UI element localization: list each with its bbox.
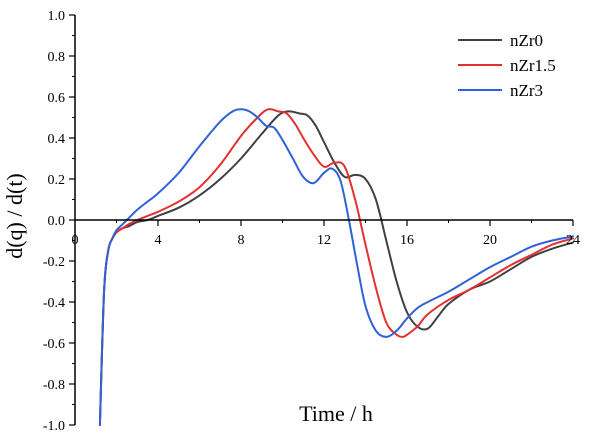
y-tick-label: -0.4: [43, 296, 65, 311]
y-tick-label: 1.0: [48, 9, 66, 24]
y-tick-label: 0.6: [48, 91, 66, 106]
x-tick-label: 16: [400, 233, 414, 248]
x-tick-label: 20: [483, 233, 497, 248]
legend-label: nZr0: [510, 31, 543, 50]
y-axis-title: d(q) / d(t): [2, 173, 27, 259]
y-tick-label: -0.8: [43, 378, 65, 393]
y-tick-label: -0.2: [43, 255, 65, 270]
x-tick-label: 4: [155, 233, 162, 248]
series-line-nzr3: [98, 108, 574, 426]
axes-layer: 1.0 0.8 0.6 0.4 0.2 0.0 -0.2 -0.4 -0.6 -0.8 -1.0 0 4…: [43, 9, 580, 434]
x-tick-label: 12: [317, 233, 331, 248]
x-tick-label: 0: [72, 233, 79, 248]
y-tick-label: 0.2: [48, 173, 66, 188]
legend-label: nZr1.5: [510, 56, 556, 75]
y-tick-label: -0.6: [43, 337, 65, 352]
y-tick-label: 0.0: [48, 214, 66, 229]
legend: nZr0 nZr1.5 nZr3: [458, 31, 556, 100]
x-axis-title: Time / h: [299, 401, 373, 426]
y-tick-label: -1.0: [43, 419, 65, 434]
series-line-nzr0: [98, 110, 574, 426]
x-tick-label: 24: [566, 233, 580, 248]
x-tick-label: 8: [238, 233, 245, 248]
y-tick-label: 0.4: [48, 132, 66, 147]
series-line-nzr1-5: [98, 108, 574, 426]
y-tick-label: 0.8: [48, 50, 66, 65]
legend-label: nZr3: [510, 81, 543, 100]
series-layer: [98, 108, 574, 426]
